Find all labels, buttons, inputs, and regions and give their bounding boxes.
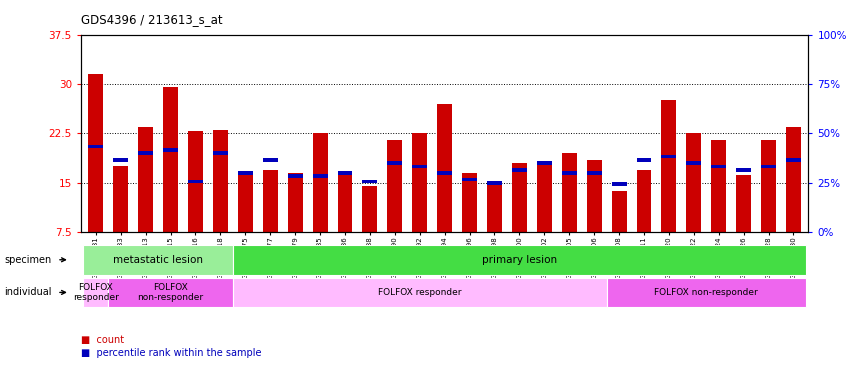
Bar (612, 191, 626, 232)
Bar (138, 127, 153, 232)
Bar (312, 174, 328, 178)
Bar (786, 158, 801, 162)
Text: GDS4396 / 213613_s_at: GDS4396 / 213613_s_at (81, 13, 222, 26)
Bar (462, 178, 477, 181)
Bar (163, 87, 178, 232)
Bar (487, 184, 502, 232)
Bar (786, 127, 801, 232)
Bar (412, 165, 427, 168)
Bar (237, 173, 253, 232)
Bar (237, 171, 253, 175)
Bar (437, 104, 452, 232)
Bar (761, 165, 776, 168)
Bar (661, 155, 677, 158)
Bar (512, 168, 527, 172)
Bar (637, 158, 652, 162)
Text: specimen: specimen (4, 255, 52, 265)
Bar (338, 173, 352, 232)
Bar (363, 186, 377, 232)
Bar (387, 161, 403, 165)
Text: FOLFOX responder: FOLFOX responder (378, 288, 461, 297)
Bar (586, 171, 602, 175)
Text: primary lesion: primary lesion (482, 255, 557, 265)
Bar (711, 140, 726, 232)
Bar (512, 163, 527, 232)
Bar (612, 182, 626, 186)
Bar (263, 170, 277, 232)
Bar (711, 165, 726, 168)
Bar (163, 148, 178, 152)
Bar (661, 101, 677, 232)
Bar (89, 74, 103, 232)
Text: FOLFOX
non-responder: FOLFOX non-responder (138, 283, 203, 302)
Text: FOLFOX non-responder: FOLFOX non-responder (654, 288, 758, 297)
Bar (363, 180, 377, 184)
Bar (263, 158, 277, 162)
Bar (188, 131, 203, 232)
Bar (412, 134, 427, 232)
Bar (562, 171, 577, 175)
Bar (637, 170, 652, 232)
Bar (89, 145, 103, 149)
Bar (312, 134, 328, 232)
Text: ■  percentile rank within the sample: ■ percentile rank within the sample (81, 348, 261, 358)
Bar (213, 130, 228, 232)
Text: individual: individual (4, 287, 52, 298)
Bar (687, 161, 701, 165)
Bar (736, 168, 751, 172)
Text: ■  count: ■ count (81, 335, 124, 345)
Bar (537, 161, 551, 165)
Text: metastatic lesion: metastatic lesion (113, 255, 203, 265)
Bar (338, 171, 352, 175)
Bar (188, 180, 203, 184)
Bar (213, 151, 228, 155)
Bar (487, 181, 502, 185)
Bar (537, 163, 551, 232)
Bar (687, 134, 701, 232)
Bar (462, 173, 477, 232)
Bar (113, 166, 129, 232)
Bar (586, 160, 602, 232)
Text: FOLFOX
responder: FOLFOX responder (73, 283, 119, 302)
Bar (113, 158, 129, 162)
Bar (736, 175, 751, 232)
Bar (387, 140, 403, 232)
Bar (761, 140, 776, 232)
Bar (288, 173, 303, 232)
Bar (437, 171, 452, 175)
Bar (138, 151, 153, 155)
Bar (288, 174, 303, 178)
Bar (562, 153, 577, 232)
